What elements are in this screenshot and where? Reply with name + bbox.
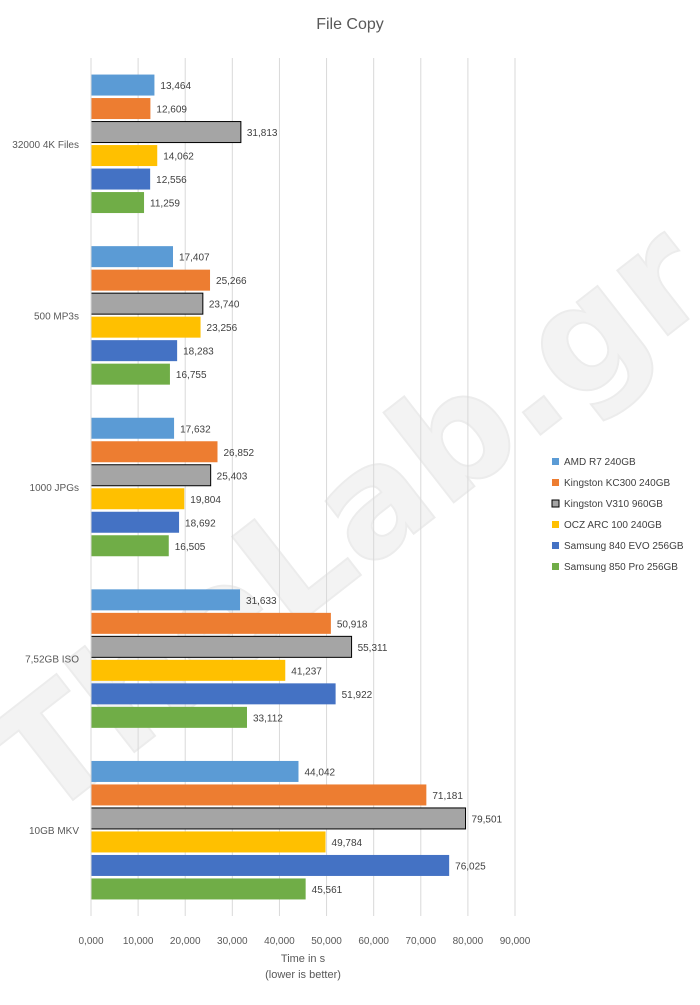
data-label: 17,632	[180, 424, 211, 435]
data-label: 76,025	[455, 861, 486, 872]
data-label: 19,804	[190, 495, 221, 506]
bar	[91, 363, 170, 385]
data-label: 55,311	[358, 643, 388, 654]
data-label: 18,283	[183, 347, 214, 358]
bar	[91, 192, 145, 214]
bar	[91, 589, 241, 611]
data-label: 16,505	[175, 542, 206, 553]
bar	[91, 145, 158, 167]
data-label: 12,556	[156, 175, 187, 186]
bar	[91, 316, 201, 338]
bar	[91, 659, 286, 681]
data-label: 23,256	[207, 323, 238, 334]
bar	[90, 635, 353, 658]
data-label: 49,784	[332, 838, 363, 849]
bar	[91, 831, 326, 853]
data-label: 17,407	[179, 253, 210, 264]
data-label: 11,259	[150, 199, 180, 210]
x-tick-label: 90,000	[500, 936, 531, 947]
data-label: 45,561	[312, 885, 343, 896]
bar	[91, 488, 185, 510]
data-label: 41,237	[291, 666, 322, 677]
data-label: 50,918	[337, 619, 368, 630]
bar	[90, 121, 242, 144]
x-tick-label: 30,000	[217, 936, 248, 947]
data-label: 71,181	[432, 791, 463, 802]
legend-label: Kingston KC300 240GB	[564, 478, 671, 489]
data-label: 23,740	[209, 300, 240, 311]
bar	[91, 760, 299, 782]
data-label: 12,609	[156, 105, 187, 116]
data-label: 31,813	[247, 128, 278, 139]
bar	[91, 340, 178, 362]
x-axis-subtitle: (lower is better)	[265, 969, 341, 981]
data-label: 26,852	[224, 448, 255, 459]
bar	[91, 269, 211, 291]
legend-label: AMD R7 240GB	[564, 457, 636, 468]
bar	[91, 74, 155, 96]
bar	[90, 292, 204, 315]
x-tick-label: 0,000	[78, 936, 103, 947]
category-label: 1000 JPGs	[30, 483, 79, 494]
bar	[90, 807, 467, 830]
bar	[91, 246, 174, 268]
legend-swatch	[551, 499, 560, 508]
category-label: 7,52GB ISO	[25, 655, 79, 666]
data-label: 51,922	[342, 690, 373, 701]
bar	[91, 417, 175, 439]
legend-label: Samsung 840 EVO 256GB	[564, 541, 684, 552]
legend-swatch	[552, 479, 559, 486]
bar	[91, 535, 169, 557]
data-label: 33,112	[253, 713, 283, 724]
data-label: 18,692	[185, 518, 216, 529]
category-label: 500 MP3s	[34, 311, 79, 322]
bar	[91, 511, 180, 533]
legend-swatch	[552, 458, 559, 465]
x-tick-label: 80,000	[453, 936, 484, 947]
legend-label: Kingston V310 960GB	[564, 499, 663, 510]
bar	[91, 854, 450, 876]
data-label: 16,755	[176, 370, 207, 381]
bar	[91, 612, 331, 634]
data-label: 25,403	[217, 471, 248, 482]
bar	[91, 784, 427, 806]
x-axis-title: Time in s	[281, 953, 326, 965]
chart-title: File Copy	[316, 16, 384, 33]
category-label: 10GB MKV	[29, 826, 79, 837]
data-label: 25,266	[216, 276, 247, 287]
bar	[91, 683, 336, 705]
data-label: 44,042	[304, 767, 335, 778]
bar	[91, 98, 151, 120]
bar	[91, 878, 306, 900]
x-tick-label: 60,000	[358, 936, 389, 947]
bar	[91, 441, 218, 463]
legend-swatch	[552, 521, 559, 528]
data-label: 79,501	[472, 814, 503, 825]
bar	[90, 464, 212, 487]
legend-label: OCZ ARC 100 240GB	[564, 520, 662, 531]
category-label: 32000 4K Files	[12, 140, 79, 151]
legend-swatch	[552, 542, 559, 549]
legend-label: Samsung 850 Pro 256GB	[564, 562, 678, 573]
data-label: 31,633	[246, 596, 277, 607]
x-tick-label: 10,000	[123, 936, 154, 947]
x-tick-label: 40,000	[264, 936, 295, 947]
data-label: 14,062	[163, 152, 194, 163]
data-label: 13,464	[160, 81, 191, 92]
x-tick-label: 50,000	[311, 936, 342, 947]
legend-swatch	[552, 563, 559, 570]
bar	[91, 706, 247, 728]
x-tick-label: 70,000	[405, 936, 436, 947]
bar	[91, 168, 151, 190]
x-tick-label: 20,000	[170, 936, 201, 947]
